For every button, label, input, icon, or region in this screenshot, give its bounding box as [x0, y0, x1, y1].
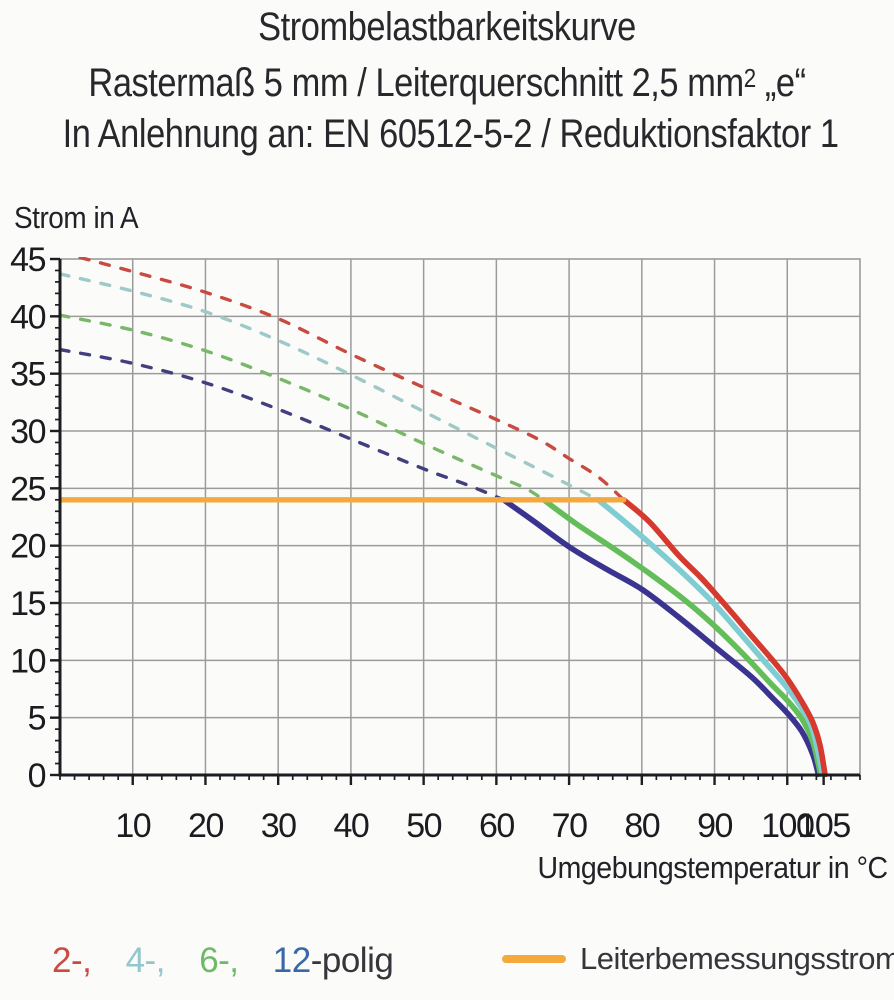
dashed-curve-2-polig	[71, 257, 626, 502]
curves-group	[60, 257, 828, 777]
title-line-3: In Anlehnung an: EN 60512-5-2 / Reduktio…	[62, 112, 839, 156]
y-tick-label-35: 35	[10, 356, 45, 394]
solid-curve-4-polig	[595, 497, 826, 777]
y-tick-label-15: 15	[10, 585, 45, 623]
x-tick-label-105: 105	[798, 807, 851, 845]
rated-current-legend: Leiterbemessungsstrom	[502, 938, 894, 980]
legend-6-polig: 6-,	[199, 941, 239, 980]
chart-title-block: Strombelastbarkeitskurve Rastermaß 5 mm …	[62, 2, 839, 160]
y-tick-label-0: 0	[28, 757, 46, 795]
plot-border	[59, 258, 861, 776]
legend-2-polig: 2-,	[52, 941, 92, 980]
x-tick-label-90: 90	[697, 807, 732, 845]
y-tick-label-10: 10	[10, 642, 45, 680]
y-tick-label-5: 5	[28, 700, 46, 738]
dashed-curve-12-polig	[60, 347, 506, 502]
x-tick-label-50: 50	[406, 807, 441, 845]
y-tick-label-25: 25	[10, 470, 45, 508]
x-axis-title: Umgebungstemperatur in °C	[537, 850, 889, 885]
x-tick-label-40: 40	[333, 807, 368, 845]
superscript-2: 2	[743, 63, 756, 93]
y-axis-title: Strom in A	[14, 200, 139, 235]
rated-current-line-swatch	[502, 955, 566, 963]
x-tick-label-60: 60	[479, 807, 514, 845]
dashed-curve-4-polig	[60, 272, 600, 502]
y-tick-label-20: 20	[10, 528, 45, 566]
x-tick-label-70: 70	[552, 807, 587, 845]
x-tick-label-100: 100	[761, 807, 814, 845]
legend-polig-suffix: -polig	[310, 941, 394, 980]
x-tick-label-30: 30	[261, 807, 296, 845]
solid-curve-6-polig	[540, 497, 824, 777]
solid-curve-2-polig	[620, 497, 828, 777]
x-tick-label-80: 80	[624, 807, 659, 845]
y-tick-label-30: 30	[10, 413, 45, 451]
y-tick-label-40: 40	[10, 298, 45, 336]
legend-4-polig: 4-,	[125, 941, 166, 980]
legend-12-polig: 12	[272, 941, 311, 980]
title-line-2: Rastermaß 5 mm / Leiterquerschnitt 2,5 m…	[88, 61, 806, 105]
x-tick-label-20: 20	[188, 807, 223, 845]
rated-current-label: Leiterbemessungsstrom	[580, 941, 894, 976]
pole-count-legend: 2-, 4-, 6-, 12-polig	[52, 941, 394, 981]
dashed-curve-6-polig	[60, 313, 546, 502]
title-line-1: Strombelastbarkeitskurve	[258, 5, 636, 49]
y-tick-label-45: 45	[10, 241, 45, 279]
x-tick-label-10: 10	[115, 807, 150, 845]
solid-curve-12-polig	[500, 497, 822, 777]
